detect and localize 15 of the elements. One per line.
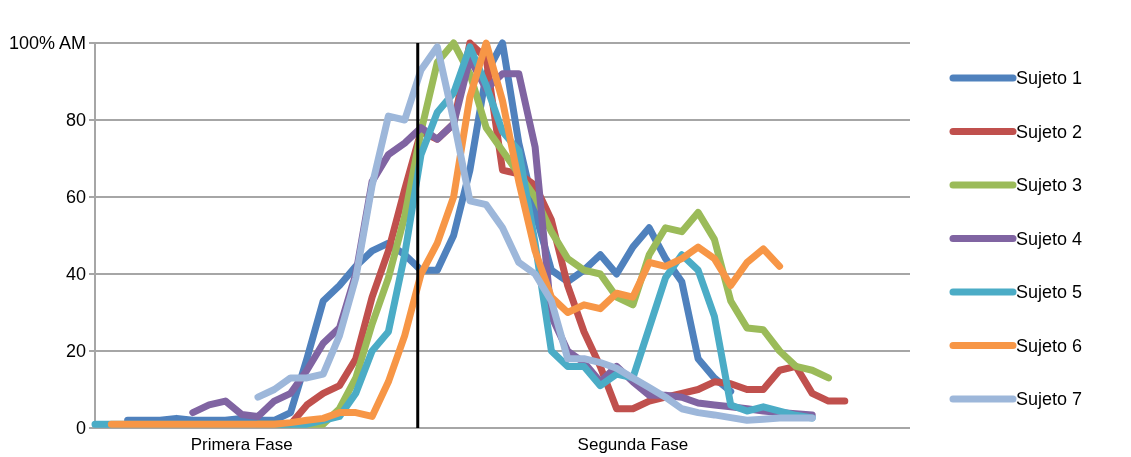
legend-label: Sujeto 5 bbox=[1016, 282, 1083, 303]
y-tick-label: 40 bbox=[65, 264, 86, 285]
y-tick-label: 0 bbox=[75, 418, 86, 439]
y-tick-label: 20 bbox=[65, 341, 86, 362]
y-tick-label: 60 bbox=[65, 187, 86, 208]
x-tick-label: Primera Fase bbox=[190, 435, 293, 454]
legend-label: Sujeto 2 bbox=[1016, 121, 1083, 142]
legend-label: Sujeto 1 bbox=[1016, 68, 1083, 89]
x-tick-label: Segunda Fase bbox=[577, 435, 689, 454]
legend-label: Sujeto 4 bbox=[1016, 228, 1083, 249]
y-tick-label: 80 bbox=[65, 110, 86, 131]
y-tick-label: 100% AM bbox=[8, 33, 86, 54]
legend-label: Sujeto 3 bbox=[1016, 175, 1083, 196]
legend-label: Sujeto 6 bbox=[1016, 335, 1083, 356]
legend-label: Sujeto 7 bbox=[1016, 389, 1083, 410]
